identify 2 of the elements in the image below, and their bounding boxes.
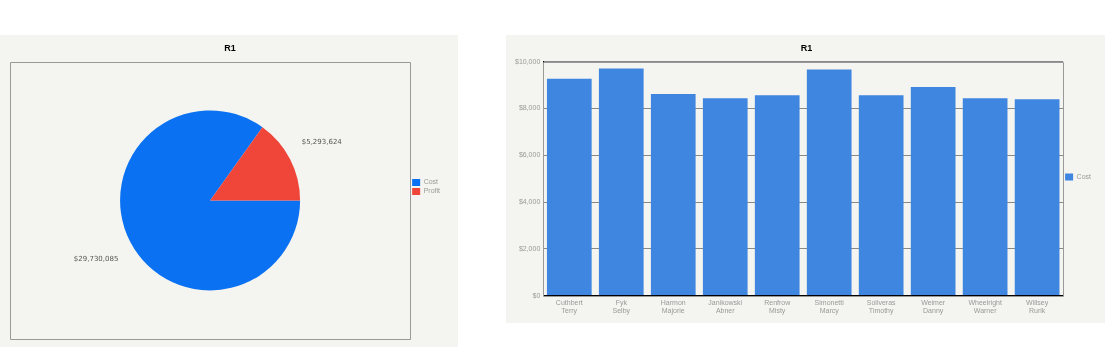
chart-title: R1 (224, 42, 236, 53)
chart-title: R1 (800, 42, 813, 53)
